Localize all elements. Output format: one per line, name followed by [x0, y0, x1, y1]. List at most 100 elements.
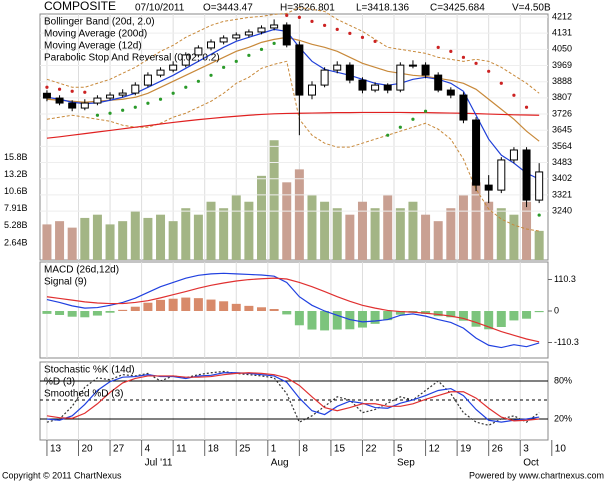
- sar-dot: [360, 35, 365, 39]
- candle-body: [131, 84, 140, 94]
- macd-histogram: [357, 310, 367, 328]
- y-tick-label: 80%: [554, 375, 572, 385]
- x-tick-label: 1: [271, 444, 277, 455]
- sar-dot: [121, 108, 125, 112]
- legend-entry: Smoothed %D (3): [44, 389, 123, 400]
- candle-body: [244, 31, 253, 36]
- candle-body: [42, 92, 51, 99]
- sar-dot: [537, 213, 541, 217]
- candle-body: [169, 64, 178, 71]
- candle-body: [472, 119, 481, 186]
- candle-body: [459, 94, 468, 121]
- y-tick-label: 4131: [552, 28, 572, 38]
- y-tick-label: 3969: [552, 60, 572, 70]
- candle-body: [270, 24, 279, 29]
- sar-dot: [411, 117, 415, 121]
- candle-body: [333, 64, 342, 71]
- volume-bar: [231, 195, 241, 260]
- volume-bar: [534, 230, 544, 260]
- macd-histogram: [471, 310, 481, 327]
- macd-histogram: [181, 297, 191, 311]
- macd-histogram: [383, 310, 393, 321]
- volume-bar: [446, 208, 456, 260]
- macd-line: [46, 277, 540, 343]
- candle-body: [181, 54, 190, 66]
- macd-histogram: [193, 298, 203, 311]
- candle-body: [408, 64, 417, 67]
- sar-dot: [171, 91, 175, 95]
- sar-dot: [436, 45, 440, 49]
- month-label: Aug: [271, 458, 289, 469]
- macd-histogram: [484, 310, 494, 330]
- volume-bar: [156, 214, 166, 260]
- sar-dot: [133, 105, 137, 109]
- volume-bar: [484, 201, 494, 260]
- candle-body: [371, 84, 380, 91]
- volume-tick-label: 5.28B: [4, 220, 28, 230]
- volume-bar: [471, 182, 481, 260]
- macd-histogram: [257, 307, 267, 311]
- legend-entry: MACD (26d,12d): [44, 265, 119, 276]
- macd-histogram: [534, 310, 544, 313]
- sar-dot: [146, 101, 150, 105]
- x-tick-label: 10: [555, 444, 567, 455]
- sar-dot: [158, 97, 163, 101]
- volume-bar: [509, 214, 519, 260]
- macd-histogram: [92, 310, 102, 316]
- macd-histogram: [219, 301, 229, 311]
- volume-bar: [458, 195, 468, 260]
- macd-histogram: [42, 310, 52, 314]
- volume-bar: [307, 195, 317, 260]
- y-tick-label: 3645: [552, 125, 572, 135]
- candle-body: [118, 92, 127, 96]
- x-tick-label: 12: [429, 444, 441, 455]
- x-tick-label: 19: [460, 444, 472, 455]
- legend-entry: Moving Average (200d): [44, 29, 147, 40]
- candle-body: [68, 102, 77, 109]
- macd-histogram: [80, 310, 90, 318]
- symbol: COMPOSITE: [44, 0, 116, 13]
- sar-dot: [45, 85, 49, 89]
- legend-entry: Stochastic %K (14d): [44, 365, 135, 376]
- sar-dot: [247, 53, 251, 57]
- moving-average: [46, 111, 540, 139]
- candle-body: [358, 79, 367, 91]
- panel-frame: [39, 13, 549, 261]
- candle-body: [497, 159, 506, 191]
- macd-histogram: [282, 310, 292, 315]
- volume-bar: [244, 201, 254, 260]
- candle-body: [484, 184, 493, 191]
- sar-dot: [234, 59, 238, 63]
- sar-dot: [310, 19, 314, 23]
- volume-bar: [55, 221, 65, 260]
- panel-frame: [39, 361, 549, 441]
- candle-body: [446, 89, 455, 96]
- candle-body: [396, 64, 405, 91]
- volume-bar: [193, 214, 203, 260]
- volume-bar: [345, 214, 355, 260]
- sar-dot: [449, 49, 453, 53]
- x-tick-label: 25: [239, 444, 251, 455]
- candle-body: [509, 149, 518, 161]
- macd-histogram: [370, 310, 380, 324]
- sar-dot: [423, 109, 428, 113]
- macd-histogram: [446, 310, 456, 318]
- volume-tick-label: 7.91B: [4, 203, 28, 213]
- volume-bar: [42, 224, 52, 260]
- y-tick-label: 3726: [552, 108, 572, 118]
- candle-body: [522, 149, 531, 201]
- y-tick-label: 3402: [552, 173, 572, 183]
- sar-dot: [108, 111, 112, 115]
- macd-histogram: [320, 310, 330, 331]
- macd-histogram: [105, 310, 115, 313]
- panel-frame: [39, 261, 549, 359]
- header-field: O=3443.47: [203, 3, 253, 14]
- volume-bar: [118, 221, 128, 260]
- sar-dot: [196, 79, 200, 83]
- sar-dot: [373, 39, 377, 43]
- candle-body: [434, 74, 443, 91]
- macd-histogram: [307, 310, 317, 330]
- legend-entry: Moving Average (12d): [44, 41, 142, 52]
- volume-tick-label: 13.2B: [4, 169, 28, 179]
- volume-bar: [408, 201, 418, 260]
